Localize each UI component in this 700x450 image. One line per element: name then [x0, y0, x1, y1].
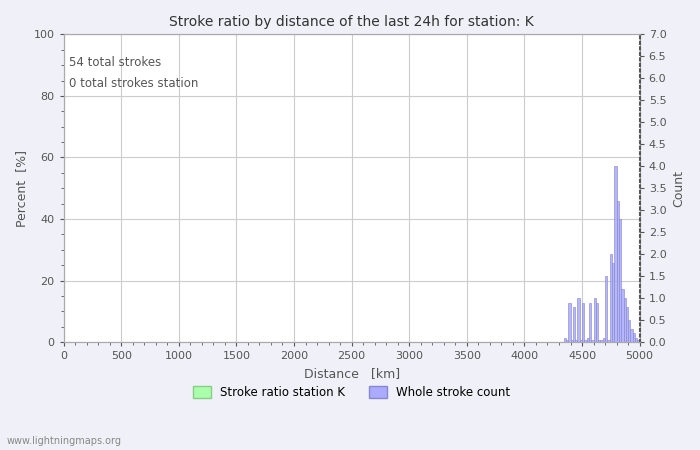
- Bar: [598, 340, 601, 342]
- Bar: [596, 302, 598, 342]
- Bar: [619, 219, 621, 342]
- Bar: [603, 338, 605, 342]
- Bar: [624, 298, 626, 342]
- Y-axis label: Count: Count: [672, 170, 685, 207]
- Bar: [615, 166, 617, 342]
- Bar: [568, 302, 570, 342]
- Bar: [601, 340, 603, 342]
- Bar: [592, 340, 594, 342]
- Bar: [633, 333, 635, 342]
- Bar: [570, 340, 573, 342]
- Bar: [573, 307, 575, 342]
- Bar: [626, 307, 628, 342]
- Bar: [564, 338, 566, 342]
- Bar: [580, 340, 582, 342]
- Text: 54 total strokes: 54 total strokes: [69, 56, 162, 69]
- Bar: [584, 340, 587, 342]
- Text: www.lightningmaps.org: www.lightningmaps.org: [7, 436, 122, 446]
- Bar: [612, 263, 615, 342]
- Bar: [617, 202, 619, 342]
- Bar: [589, 302, 591, 342]
- Bar: [566, 340, 568, 342]
- Bar: [608, 340, 610, 342]
- Bar: [610, 254, 612, 342]
- Bar: [594, 298, 596, 342]
- X-axis label: Distance   [km]: Distance [km]: [304, 367, 400, 380]
- Bar: [628, 320, 631, 342]
- Y-axis label: Percent  [%]: Percent [%]: [15, 150, 28, 227]
- Title: Stroke ratio by distance of the last 24h for station: K: Stroke ratio by distance of the last 24h…: [169, 15, 534, 29]
- Bar: [575, 340, 578, 342]
- Legend: Stroke ratio station K, Whole stroke count: Stroke ratio station K, Whole stroke cou…: [188, 382, 515, 404]
- Bar: [582, 302, 584, 342]
- Bar: [587, 338, 589, 342]
- Text: 0 total strokes station: 0 total strokes station: [69, 77, 199, 90]
- Bar: [578, 298, 580, 342]
- Bar: [605, 276, 608, 342]
- Bar: [638, 340, 640, 342]
- Bar: [631, 329, 633, 342]
- Bar: [621, 289, 624, 342]
- Bar: [635, 338, 638, 342]
